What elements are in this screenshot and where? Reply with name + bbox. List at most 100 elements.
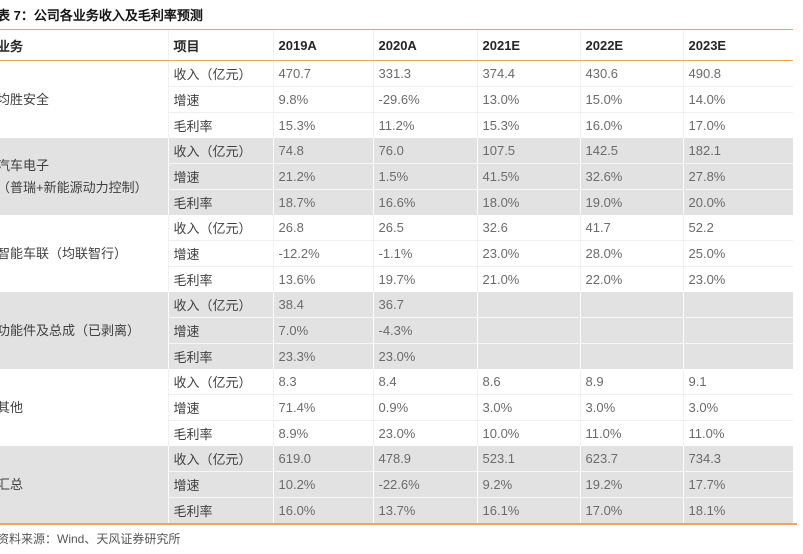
cell-value: 41.7 (579, 215, 683, 241)
column-header-2021e: 2021E (476, 29, 580, 61)
cell-value: 490.8 (682, 60, 793, 87)
cell-value: 26.8 (272, 215, 373, 241)
cell-value: 17.0% (682, 112, 793, 138)
cell-value: 9.1 (682, 369, 793, 395)
table-row: 增速 71.4% 0.9% 3.0% 3.0% 3.0% (0, 394, 793, 421)
cell-value: 76.0 (372, 138, 477, 164)
cell-value: 9.2% (476, 471, 580, 498)
cell-value: 23.3% (272, 343, 373, 369)
cell-value: 13.7% (372, 497, 477, 523)
cell-value: 22.0% (579, 266, 683, 292)
table-title: 表 7：公司各业务收入及毛利率预测 (0, 8, 203, 23)
cell-value (476, 292, 580, 318)
table-row: 毛利率 16.0% 13.7% 16.1% 17.0% 18.1% (0, 497, 793, 523)
cell-value: -4.3% (372, 317, 477, 344)
table-row: 增速 10.2% -22.6% 9.2% 19.2% 17.7% (0, 471, 793, 498)
cell-value: 19.7% (372, 266, 477, 292)
cell-value (476, 317, 580, 344)
table-row: 汽车电子 （普瑞+新能源动力控制） 收入（亿元） 74.8 76.0 107.5… (0, 138, 793, 215)
table-row: 毛利率 18.7% 16.6% 18.0% 19.0% 20.0% (0, 189, 793, 215)
cell-value: 71.4% (272, 394, 373, 421)
cell-value: 470.7 (272, 60, 373, 87)
row-label-revenue: 收入（亿元） (167, 60, 273, 87)
row-label-growth: 增速 (167, 317, 273, 344)
table-row: 毛利率 13.6% 19.7% 21.0% 22.0% 23.0% (0, 266, 793, 292)
cell-value: 8.4 (372, 369, 477, 395)
cell-value: 16.1% (476, 497, 580, 523)
cell-value: 523.1 (476, 446, 580, 472)
cell-value: 19.2% (579, 471, 683, 498)
business-group-auto-electronics: 汽车电子 （普瑞+新能源动力控制） 收入（亿元） 74.8 76.0 107.5… (0, 138, 793, 215)
row-label-growth: 增速 (167, 86, 273, 113)
cell-value: 32.6% (579, 163, 683, 190)
cell-value: 52.2 (682, 215, 793, 241)
cell-value: 74.8 (272, 138, 373, 164)
cell-value: 41.5% (476, 163, 580, 190)
cell-value: 13.6% (272, 266, 373, 292)
cell-value: 16.0% (272, 497, 373, 523)
row-label-growth: 增速 (167, 240, 273, 267)
cell-value: 182.1 (682, 138, 793, 164)
table-row: 功能件及总成（已剥离） 收入（亿元） 38.4 36.7 (0, 292, 793, 369)
cell-value: 331.3 (372, 60, 477, 87)
cell-value: 374.4 (476, 60, 580, 87)
row-label-revenue: 收入（亿元） (167, 446, 273, 472)
cell-value: 18.0% (476, 189, 580, 215)
column-header-2022e: 2022E (579, 29, 683, 61)
cell-value: 28.0% (579, 240, 683, 267)
cell-value: 23.0% (372, 343, 477, 369)
cell-value: 38.4 (272, 292, 373, 318)
column-header-2023e: 2023E (682, 29, 793, 61)
table-row: 毛利率 8.9% 23.0% 10.0% 11.0% 11.0% (0, 420, 793, 446)
cell-value: 11.0% (579, 420, 683, 446)
table-row: 均胜安全 收入（亿元） 470.7 331.3 374.4 430.6 490.… (0, 60, 793, 107)
table-row: 汇总 收入（亿元） 619.0 478.9 523.1 623.7 734.3 (0, 446, 793, 523)
cell-value: 20.0% (682, 189, 793, 215)
cell-value: 142.5 (579, 138, 683, 164)
cell-value: 619.0 (272, 446, 373, 472)
table-row: 毛利率 15.3% 11.2% 15.3% 16.0% 17.0% (0, 112, 793, 138)
business-name: 汇总 (0, 446, 168, 523)
row-label-revenue: 收入（亿元） (167, 138, 273, 164)
table-row: 增速 -12.2% -1.1% 23.0% 28.0% 25.0% (0, 240, 793, 267)
table-row: 智能车联（均联智行） 收入（亿元） 26.8 26.5 32.6 41.7 52… (0, 215, 793, 261)
business-name: 汽车电子 （普瑞+新能源动力控制） (0, 138, 168, 215)
table-row: 毛利率 23.3% 23.0% (0, 343, 793, 369)
cell-value: 15.0% (579, 86, 683, 113)
row-label-growth: 增速 (167, 394, 273, 421)
cell-value: 19.0% (579, 189, 683, 215)
cell-value: 8.9% (272, 420, 373, 446)
business-group-smart-car: 智能车联（均联智行） 收入（亿元） 26.8 26.5 32.6 41.7 52… (0, 215, 793, 292)
row-label-revenue: 收入（亿元） (167, 369, 273, 395)
cell-value: 21.0% (476, 266, 580, 292)
business-name: 其他 (0, 399, 24, 415)
cell-value: 27.8% (682, 163, 793, 190)
source-note: 资料来源：Wind、天风证券研究所 (0, 523, 797, 554)
row-label-growth: 增速 (167, 163, 273, 190)
row-label-margin: 毛利率 (167, 420, 273, 446)
cell-value: 15.3% (272, 112, 373, 138)
row-label-margin: 毛利率 (167, 266, 273, 292)
table-row: 增速 7.0% -4.3% (0, 317, 793, 344)
business-name: 智能车联（均联智行） (0, 245, 128, 261)
cell-value: 8.6 (476, 369, 580, 395)
cell-value: 8.3 (272, 369, 373, 395)
cell-value: 16.0% (579, 112, 683, 138)
cell-value: 18.1% (682, 497, 793, 523)
cell-value: -22.6% (372, 471, 477, 498)
cell-value: 17.7% (682, 471, 793, 498)
cell-value: 26.5 (372, 215, 477, 241)
cell-value: 23.0% (476, 240, 580, 267)
business-group-other: 其他 收入（亿元） 8.3 8.4 8.6 8.9 9.1 增速 71.4% 0… (0, 369, 793, 446)
table-row: 其他 收入（亿元） 8.3 8.4 8.6 8.9 9.1 (0, 369, 793, 415)
business-group-functional-parts: 功能件及总成（已剥离） 收入（亿元） 38.4 36.7 增速 7.0% -4.… (0, 292, 793, 369)
row-label-margin: 毛利率 (167, 112, 273, 138)
business-name: 功能件及总成（已剥离） (0, 292, 168, 369)
cell-value (579, 343, 683, 369)
cell-value: 734.3 (682, 446, 793, 472)
cell-value: 11.0% (682, 420, 793, 446)
cell-value: 23.0% (682, 266, 793, 292)
header-row: 业务 项目 2019A 2020A 2021E 2022E 2023E (0, 29, 793, 61)
cell-value: 23.0% (372, 420, 477, 446)
